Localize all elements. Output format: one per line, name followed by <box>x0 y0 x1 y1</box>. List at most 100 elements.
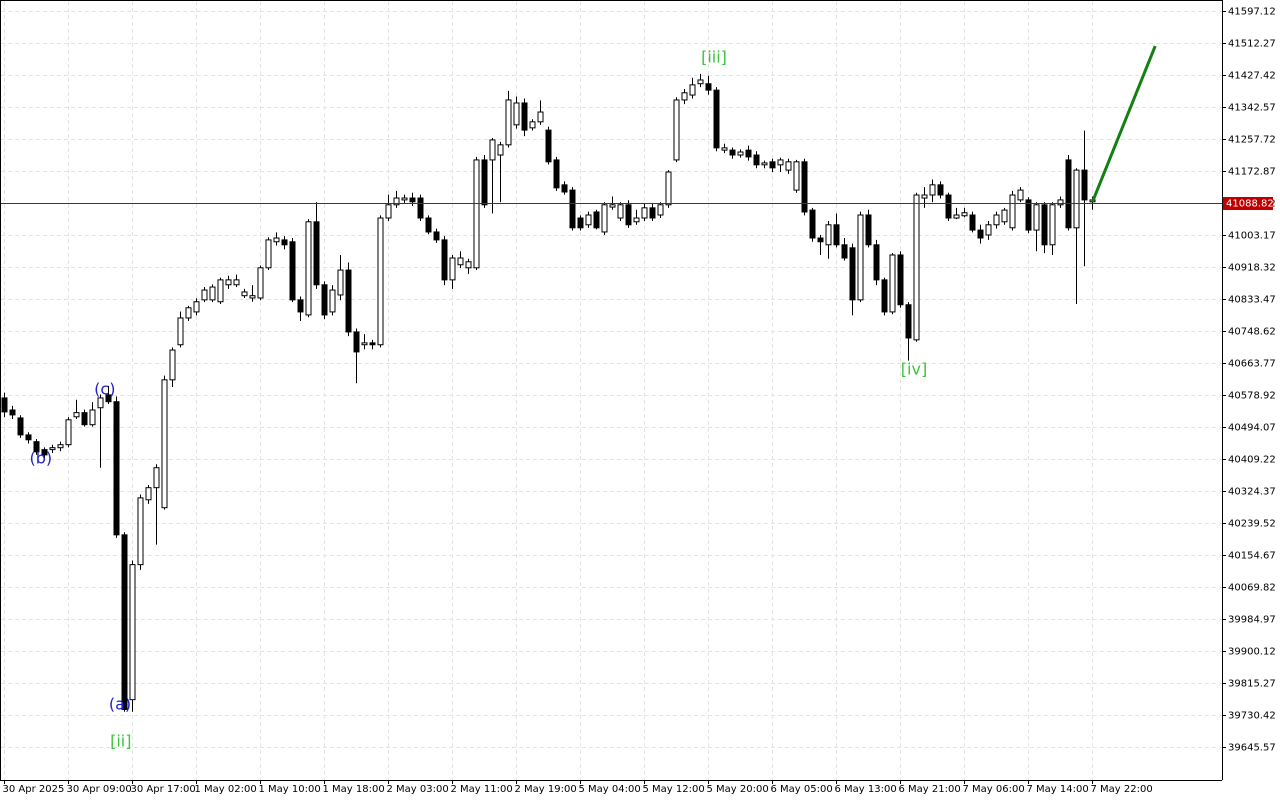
candle-body <box>593 211 600 229</box>
candle-body <box>457 257 464 266</box>
candle-body <box>945 194 952 219</box>
candle-body <box>809 209 816 239</box>
candle-body <box>417 197 424 219</box>
candle-body <box>529 121 536 129</box>
wave-label: [iv] <box>901 360 927 379</box>
x-tick-label: 30 Apr 2025 <box>3 784 65 795</box>
candle-body <box>969 214 976 231</box>
candle-body <box>129 564 136 701</box>
price-tag-label: 41088.82 <box>1226 199 1274 210</box>
candle-body <box>985 224 992 236</box>
y-tick-label: 40748.62 <box>1228 327 1276 338</box>
wave-label: [iii] <box>701 48 727 67</box>
y-tick-label: 41512.27 <box>1228 39 1276 50</box>
y-tick-label: 40833.47 <box>1228 295 1276 306</box>
x-tick-label: 7 May 14:00 <box>1027 784 1089 795</box>
y-tick-label: 39815.27 <box>1228 679 1276 690</box>
candle-body <box>609 204 616 208</box>
candle-body <box>9 409 16 416</box>
candle-body <box>1065 159 1072 229</box>
candle-body <box>1017 189 1024 201</box>
candle-body <box>265 239 272 269</box>
candle-body <box>953 214 960 219</box>
y-tick-label: 41172.87 <box>1228 167 1276 178</box>
candle-body <box>425 217 432 233</box>
candle-body <box>521 102 528 131</box>
candle-body <box>601 204 608 233</box>
candle-body <box>705 83 712 91</box>
x-tick-label: 6 May 21:00 <box>899 784 961 795</box>
candle-body <box>713 89 720 149</box>
candle-body <box>393 197 400 206</box>
candle-body <box>577 217 584 229</box>
candle-body <box>305 221 312 316</box>
candle-body <box>1009 194 1016 229</box>
y-tick-label: 39645.57 <box>1228 743 1276 754</box>
y-tick-label: 40578.92 <box>1228 391 1276 402</box>
wave-label: (a) <box>109 694 131 713</box>
candle-body <box>665 171 672 206</box>
candle-body <box>833 224 840 246</box>
candle-body <box>169 349 176 381</box>
candle-body <box>825 224 832 246</box>
candle-body <box>377 217 384 346</box>
candle-body <box>873 244 880 281</box>
candle-body <box>65 419 72 446</box>
forecast-line <box>1091 45 1157 203</box>
y-tick-label: 40409.22 <box>1228 455 1276 466</box>
candle-body <box>201 289 208 301</box>
candle-body <box>489 139 496 161</box>
candle-body <box>177 317 184 346</box>
candle-body <box>1 397 8 413</box>
x-tick-label: 5 May 20:00 <box>707 784 769 795</box>
x-tick-label: 2 May 19:00 <box>515 784 577 795</box>
candle-body <box>689 84 696 96</box>
y-tick-label: 40494.07 <box>1228 423 1276 434</box>
x-tick-label: 30 Apr 09:00 <box>67 784 132 795</box>
candle-body <box>729 149 736 156</box>
candle-body <box>505 99 512 146</box>
candle-body <box>737 151 744 156</box>
x-tick-label: 2 May 11:00 <box>451 784 513 795</box>
candle-body <box>849 247 856 301</box>
candle-body <box>257 267 264 299</box>
candle-body <box>513 102 520 126</box>
candle-body <box>673 99 680 161</box>
candle-body <box>145 487 152 501</box>
candle-body <box>289 241 296 301</box>
candle-body <box>1001 209 1008 223</box>
candle-body <box>1025 199 1032 231</box>
candle-body <box>745 149 752 158</box>
candle-body <box>769 161 776 169</box>
candle-body <box>209 286 216 301</box>
candle-body <box>761 162 768 166</box>
candle-body <box>697 79 704 85</box>
candle-body <box>993 214 1000 226</box>
candle-body <box>561 184 568 193</box>
candle-body <box>337 269 344 296</box>
candle-body <box>217 279 224 303</box>
candle-body <box>433 231 440 241</box>
candle-body <box>353 331 360 353</box>
x-tick-label: 30 Apr 17:00 <box>131 784 196 795</box>
wave-label: (c) <box>94 380 115 399</box>
candle-body <box>233 279 240 286</box>
candle-body <box>105 394 112 403</box>
candle-body <box>193 301 200 313</box>
candle-body <box>553 159 560 189</box>
y-tick-label: 40239.52 <box>1228 519 1276 530</box>
y-tick-label: 40069.82 <box>1228 583 1276 594</box>
y-tick-label: 39984.97 <box>1228 615 1276 626</box>
candle-body <box>1049 204 1056 246</box>
candle-body <box>153 467 160 489</box>
candle-body <box>41 449 48 456</box>
wave-label: [ii] <box>110 731 131 750</box>
x-tick-label: 5 May 04:00 <box>579 784 641 795</box>
candle-body <box>865 214 872 246</box>
candle-body <box>17 417 24 436</box>
y-tick-label: 39730.42 <box>1228 711 1276 722</box>
candle-body <box>625 204 632 226</box>
candle-body <box>137 497 144 566</box>
